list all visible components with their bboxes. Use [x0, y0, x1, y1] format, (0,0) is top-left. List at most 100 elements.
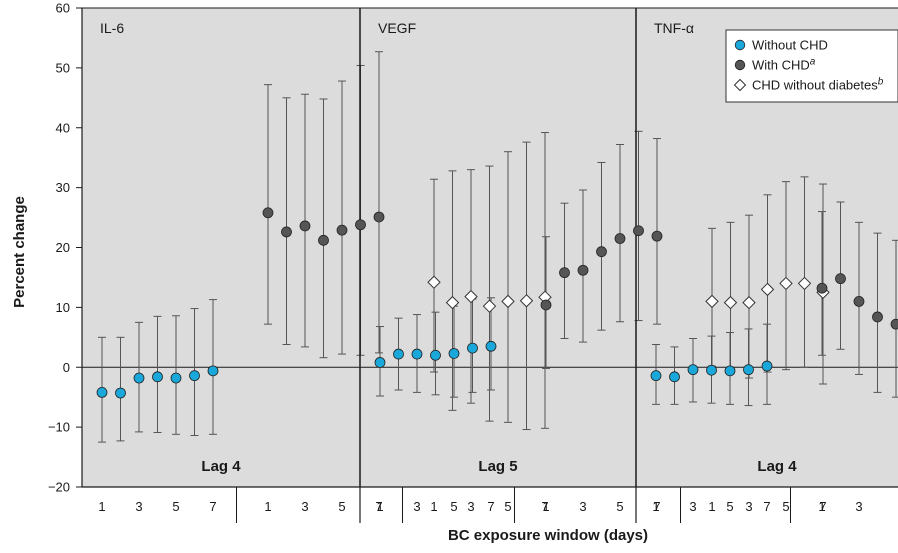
x-tick-label: 5: [504, 499, 511, 514]
point-with-chd: [577, 264, 589, 276]
point-without-chd: [411, 348, 423, 360]
point-without-chd: [687, 364, 699, 376]
y-tick-label: 30: [56, 180, 70, 195]
point-without-chd: [207, 365, 219, 377]
lag-label: Lag 5: [478, 458, 517, 475]
point-chd-without-diabetes: [723, 295, 738, 310]
x-tick-label: 1: [98, 499, 105, 514]
point-without-chd: [724, 365, 736, 377]
x-tick-label: 1: [652, 499, 659, 514]
point-chd-without-diabetes: [705, 294, 719, 309]
point-with-chd: [559, 267, 570, 279]
point-without-chd: [669, 371, 680, 383]
legend-marker: [733, 78, 747, 92]
point-with-chd: [890, 318, 898, 330]
x-tick-label: 5: [782, 499, 789, 514]
point-without-chd: [115, 387, 126, 399]
x-axis-title: BC exposure window (days): [448, 527, 648, 544]
x-tick-label: 1: [264, 499, 271, 514]
x-tick-label: 7: [375, 499, 382, 514]
point-with-chd: [816, 282, 828, 294]
point-with-chd: [651, 230, 663, 242]
lag-label: Lag 4: [201, 458, 241, 475]
point-with-chd: [299, 220, 311, 232]
point-chd-without-diabetes: [445, 295, 460, 310]
point-without-chd: [467, 342, 478, 354]
panel-title: IL-6: [100, 20, 124, 36]
panel-title: TNF-α: [654, 20, 694, 36]
point-without-chd: [374, 357, 386, 368]
legend-marker: [734, 39, 746, 51]
point-with-chd: [373, 211, 385, 223]
y-tick-label: 40: [56, 120, 70, 135]
point-without-chd: [133, 372, 145, 384]
x-tick-label: 1: [708, 499, 715, 514]
x-tick-label: 5: [338, 499, 345, 514]
x-tick-label: 7: [487, 499, 494, 514]
panel-dividers: [82, 7, 898, 487]
panel-labels: IL-6 Lag 4 VEGF Lag 5 TNF-α Lag 4: [100, 20, 797, 475]
panel-title: VEGF: [378, 20, 416, 36]
point-chd-without-diabetes: [797, 276, 812, 291]
point-chd-without-diabetes: [519, 294, 534, 308]
legend-footnote-marker: b: [878, 77, 884, 88]
legend: Without CHD With CHDa CHD without diabetes…: [725, 29, 898, 103]
x-tick-label: 7: [541, 499, 548, 514]
point-without-chd: [170, 372, 182, 384]
point-with-chd: [281, 226, 292, 238]
point-without-chd: [393, 348, 404, 360]
y-tick-label: 60: [56, 1, 70, 16]
point-without-chd: [761, 360, 773, 372]
lag-label: Lag 4: [757, 458, 797, 475]
x-tick-label: 3: [855, 499, 862, 514]
x-tick-label: 5: [450, 499, 457, 514]
y-tick-label: 0: [63, 360, 70, 375]
x-tick-label: 3: [413, 499, 420, 514]
point-with-chd: [853, 295, 865, 307]
point-chd-without-diabetes: [464, 289, 478, 304]
point-with-chd: [318, 234, 329, 246]
point-chd-without-diabetes: [482, 299, 497, 313]
x-tick-label: 7: [763, 499, 770, 514]
x-tick-label: 7: [819, 499, 826, 514]
x-tick-label: 3: [135, 499, 142, 514]
y-tick-label: 10: [56, 300, 70, 315]
point-without-chd: [430, 349, 441, 361]
point-without-chd: [448, 348, 460, 359]
point-with-chd: [633, 225, 644, 237]
legend-label: CHD without diabetesb: [752, 77, 884, 93]
point-without-chd: [743, 364, 754, 376]
point-without-chd: [485, 340, 497, 352]
point-with-chd: [262, 207, 274, 219]
point-chd-without-diabetes: [501, 294, 515, 309]
point-without-chd: [706, 364, 717, 376]
point-with-chd: [835, 273, 846, 285]
y-tick-label: −10: [48, 420, 70, 435]
legend-footnote-marker: a: [810, 57, 816, 68]
x-tick-label: 1: [542, 499, 549, 514]
point-with-chd: [596, 246, 607, 258]
x-tick-label: 3: [689, 499, 696, 514]
point-without-chd: [189, 370, 200, 382]
point-without-chd: [152, 371, 163, 383]
point-chd-without-diabetes: [427, 275, 441, 289]
x-tick-label: 3: [301, 499, 308, 514]
y-axis-title: Percent change: [11, 196, 28, 308]
y-tick-label: 20: [56, 240, 70, 255]
x-tick-label: 5: [726, 499, 733, 514]
point-chd-without-diabetes: [742, 295, 756, 310]
point-with-chd: [872, 311, 883, 323]
x-tick-label: 5: [616, 499, 623, 514]
y-tick-label: −20: [48, 480, 70, 495]
legend-box: [725, 29, 898, 103]
x-tick-label: 5: [172, 499, 179, 514]
point-with-chd: [540, 299, 552, 311]
point-without-chd: [650, 370, 662, 382]
point-chd-without-diabetes: [760, 282, 775, 297]
point-with-chd: [355, 219, 366, 231]
x-tick-label: 1: [376, 499, 383, 514]
legend-marker: [734, 59, 746, 71]
point-chd-without-diabetes: [779, 276, 793, 291]
point-with-chd: [614, 233, 626, 244]
x-tick-label: 1: [430, 499, 437, 514]
